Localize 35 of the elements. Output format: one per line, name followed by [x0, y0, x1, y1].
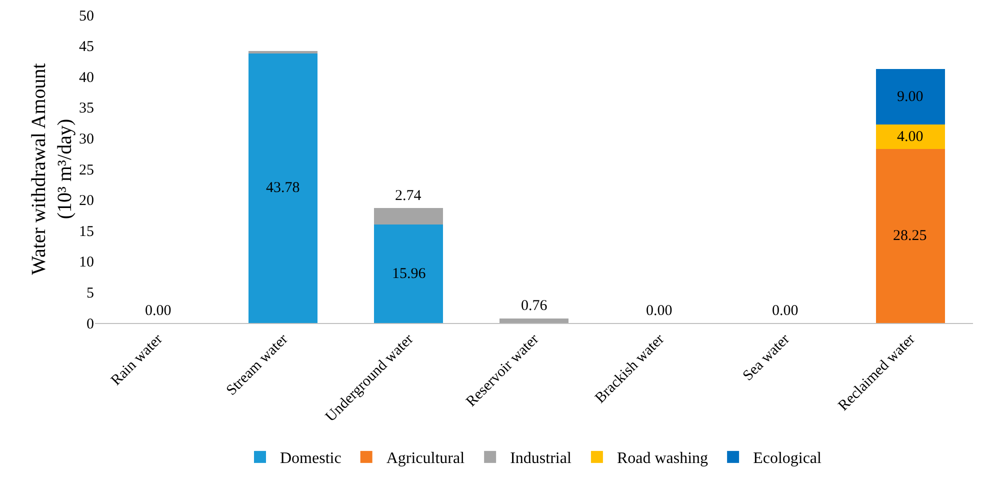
bar: [248, 53, 318, 323]
y-tick-label: 25: [79, 162, 94, 178]
bar: [876, 148, 945, 323]
y-tick-label: 10: [79, 254, 94, 271]
y-tick-label: 50: [79, 8, 94, 24]
bar: [500, 318, 568, 323]
y-tick-label: 45: [79, 39, 94, 56]
legend-label: Industrial: [510, 450, 572, 468]
legend-label: Road washing: [616, 450, 708, 468]
data-label: 0.00: [145, 303, 172, 319]
bar: [248, 50, 318, 54]
data-label: 0.00: [646, 303, 672, 319]
y-tick-label: 20: [79, 193, 94, 210]
legend-label: Agricultural: [386, 450, 466, 468]
data-label: 2.74: [395, 188, 422, 204]
data-label: 28.25: [893, 228, 927, 244]
data-label: 9.00: [897, 89, 924, 105]
legend-label: Domestic: [280, 450, 342, 468]
y-tick-label: 0: [86, 316, 94, 332]
legend-label: Ecological: [753, 450, 822, 468]
y-tick-label: 30: [79, 131, 94, 148]
y-tick-label: 15: [79, 224, 94, 240]
y-tick-label: 5: [86, 285, 94, 302]
data-label: 15.96: [392, 266, 426, 282]
y-axis-title: Water withdrawal Amount (10³ m³/day): [28, 62, 76, 275]
bar: [374, 208, 444, 225]
y-tick-label: 40: [79, 70, 94, 86]
bar: [876, 68, 945, 124]
data-label: 43.78: [266, 180, 300, 196]
data-label: 0.76: [521, 298, 548, 314]
data-label: 0.00: [772, 303, 798, 319]
y-tick-label: 35: [79, 100, 94, 117]
bar: [374, 224, 444, 323]
bar: [876, 124, 945, 149]
data-label: 4.00: [897, 129, 924, 145]
